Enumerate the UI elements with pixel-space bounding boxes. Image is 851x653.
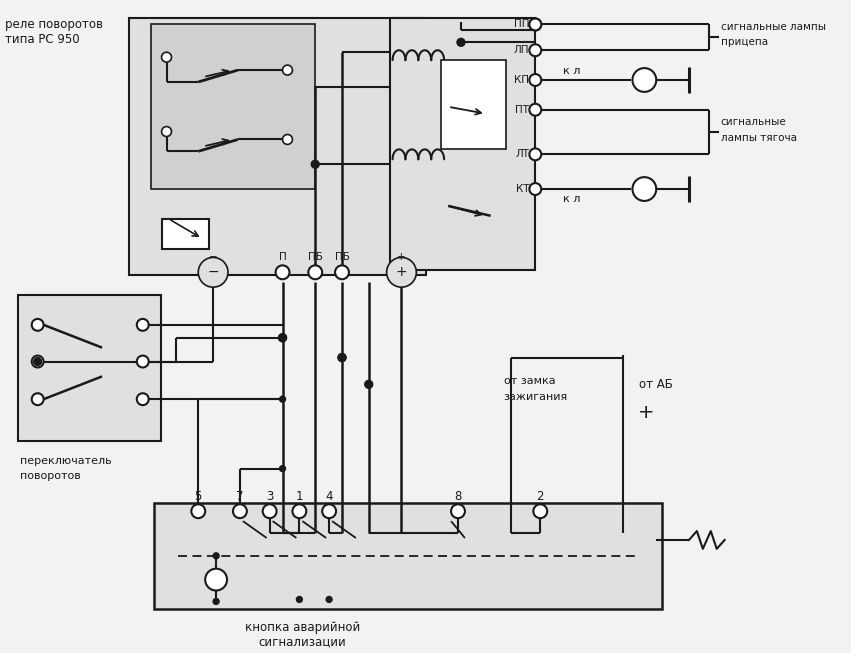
Text: ПБ: ПБ xyxy=(308,253,323,263)
Circle shape xyxy=(529,104,541,116)
Circle shape xyxy=(205,569,227,590)
Circle shape xyxy=(338,353,346,362)
Circle shape xyxy=(162,52,172,62)
Circle shape xyxy=(283,135,293,144)
Bar xyxy=(390,18,535,270)
Text: −: − xyxy=(208,265,219,279)
Bar xyxy=(129,18,426,276)
Text: 3: 3 xyxy=(266,490,273,503)
Bar xyxy=(441,60,505,150)
Text: переключатель: переключатель xyxy=(20,456,111,466)
Circle shape xyxy=(311,160,319,168)
Text: к л: к л xyxy=(563,194,580,204)
Circle shape xyxy=(263,504,277,518)
Bar xyxy=(154,503,662,609)
Circle shape xyxy=(632,68,656,92)
Bar xyxy=(162,219,209,249)
Text: от АБ: от АБ xyxy=(639,378,673,391)
Text: +: + xyxy=(396,265,408,279)
Text: к л: к л xyxy=(563,66,580,76)
Circle shape xyxy=(137,356,149,368)
Text: +: + xyxy=(397,253,406,263)
Circle shape xyxy=(529,183,541,195)
Circle shape xyxy=(338,353,346,362)
Text: сигнализации: сигнализации xyxy=(259,635,346,648)
Circle shape xyxy=(233,504,247,518)
Circle shape xyxy=(529,148,541,160)
Circle shape xyxy=(198,257,228,287)
Text: кнопка аварийной: кнопка аварийной xyxy=(245,621,360,633)
Bar xyxy=(151,24,315,189)
Text: ЛП: ЛП xyxy=(514,45,529,56)
Bar xyxy=(18,295,161,441)
Text: зажигания: зажигания xyxy=(504,392,568,402)
Circle shape xyxy=(213,598,219,605)
Circle shape xyxy=(326,596,332,603)
Circle shape xyxy=(308,265,323,279)
Text: ПП: ПП xyxy=(514,20,529,29)
Circle shape xyxy=(296,596,302,603)
Circle shape xyxy=(278,334,287,342)
Text: прицепа: прицепа xyxy=(721,37,768,47)
Text: сигнальные: сигнальные xyxy=(721,117,786,127)
Circle shape xyxy=(279,396,285,402)
Circle shape xyxy=(365,380,373,389)
Circle shape xyxy=(31,356,43,368)
Circle shape xyxy=(137,393,149,405)
Circle shape xyxy=(632,177,656,201)
Text: −: − xyxy=(208,253,218,263)
Text: 1: 1 xyxy=(295,490,303,503)
Text: ЛТ: ЛТ xyxy=(516,150,529,159)
Circle shape xyxy=(335,265,349,279)
Circle shape xyxy=(34,358,42,366)
Circle shape xyxy=(279,466,285,471)
Circle shape xyxy=(529,18,541,31)
Circle shape xyxy=(137,319,149,331)
Text: ПТ: ПТ xyxy=(516,104,529,115)
Text: ПБ: ПБ xyxy=(334,253,350,263)
Circle shape xyxy=(529,18,541,31)
Circle shape xyxy=(323,504,336,518)
Text: реле поворотов: реле поворотов xyxy=(5,18,103,31)
Text: КП: КП xyxy=(514,75,529,85)
Circle shape xyxy=(283,65,293,75)
Circle shape xyxy=(276,265,289,279)
Text: 2: 2 xyxy=(536,490,544,503)
Circle shape xyxy=(395,265,408,279)
Text: 5: 5 xyxy=(195,490,202,503)
Circle shape xyxy=(206,265,220,279)
Text: 8: 8 xyxy=(454,490,462,503)
Text: 7: 7 xyxy=(236,490,243,503)
Circle shape xyxy=(213,553,219,559)
Text: от замка: от замка xyxy=(504,376,555,387)
Text: 4: 4 xyxy=(325,490,333,503)
Circle shape xyxy=(386,257,416,287)
Circle shape xyxy=(529,74,541,86)
Text: П: П xyxy=(278,253,287,263)
Text: поворотов: поворотов xyxy=(20,471,81,481)
Text: типа РС 950: типа РС 950 xyxy=(5,33,80,46)
Text: +: + xyxy=(637,403,654,422)
Circle shape xyxy=(31,393,43,405)
Text: КТ: КТ xyxy=(516,184,529,194)
Text: лампы тягоча: лампы тягоча xyxy=(721,133,797,144)
Circle shape xyxy=(293,504,306,518)
Circle shape xyxy=(457,39,465,46)
Circle shape xyxy=(451,504,465,518)
Circle shape xyxy=(162,127,172,136)
Circle shape xyxy=(529,44,541,56)
Circle shape xyxy=(278,334,287,342)
Circle shape xyxy=(191,504,205,518)
Text: сигнальные лампы: сигнальные лампы xyxy=(721,22,825,33)
Circle shape xyxy=(31,319,43,331)
Circle shape xyxy=(534,504,547,518)
